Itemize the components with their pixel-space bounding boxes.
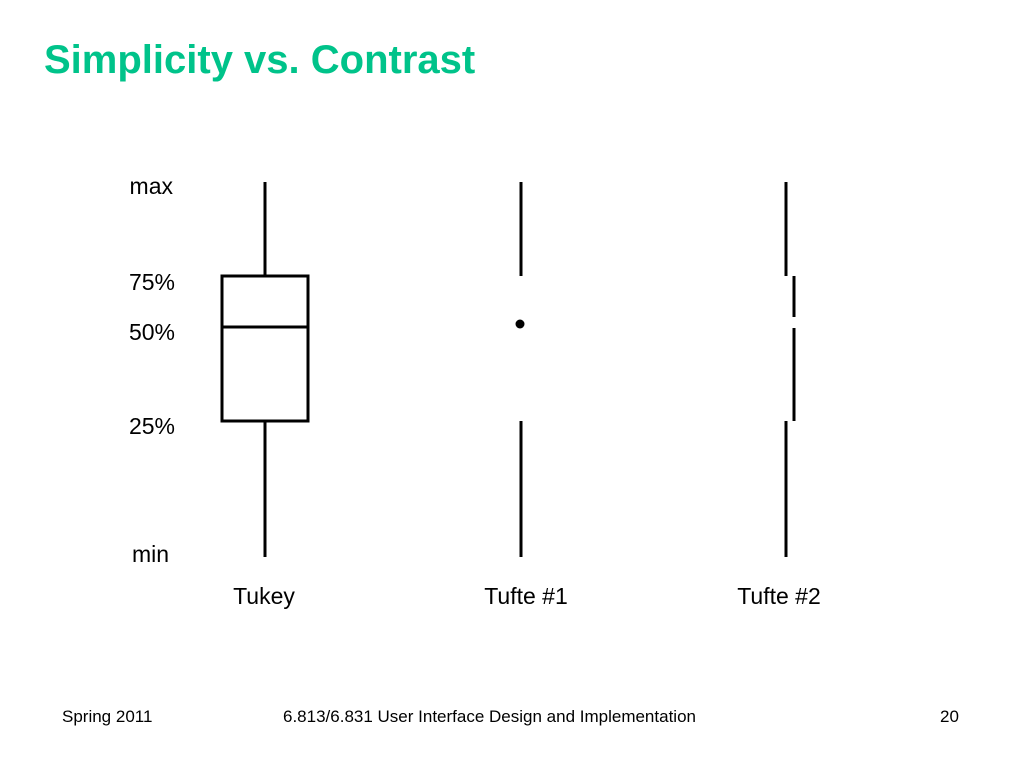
label-min: min [132,541,169,567]
tufte-1-plot [515,182,525,557]
tufte-1-median-dot [515,319,525,329]
slide-title: Simplicity vs. Contrast [44,38,476,82]
plot-name-tukey: Tukey [233,583,295,609]
label-50-percent: 50% [129,319,175,345]
footer-page-number: 20 [940,707,959,726]
label-25-percent: 25% [129,413,175,439]
tufte-2-plot [784,182,796,557]
footer-course: 6.813/6.831 User Interface Design and Im… [283,707,696,726]
label-75-percent: 75% [129,269,175,295]
plot-name-tufte-2: Tufte #2 [737,583,821,609]
plot-name-tufte-1: Tufte #1 [484,583,568,609]
footer-term: Spring 2011 [62,707,153,726]
label-max: max [130,173,174,199]
tukey-box [220,274,310,423]
tukey-plot [220,182,310,557]
